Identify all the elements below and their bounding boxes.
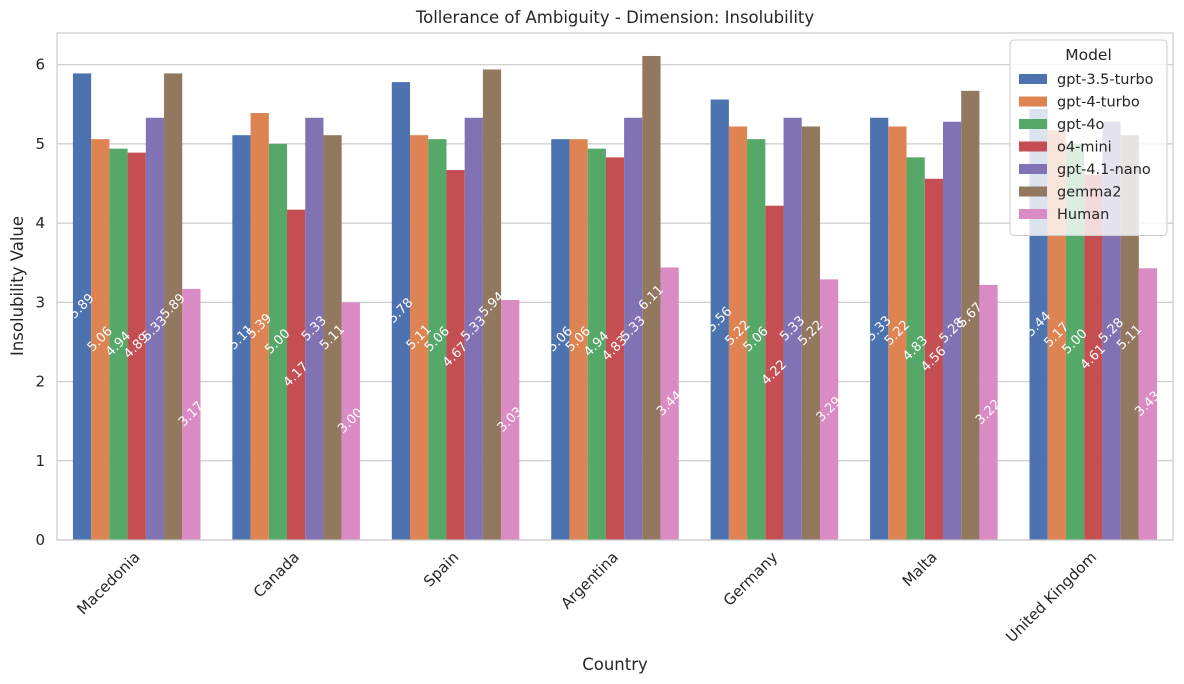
bar bbox=[870, 117, 889, 540]
y-axis-ticks: 0 1 2 3 4 5 6 bbox=[35, 56, 45, 549]
legend-label: gpt-3.5-turbo bbox=[1057, 72, 1154, 88]
legend-swatch bbox=[1019, 74, 1047, 84]
bar bbox=[979, 284, 998, 540]
x-tick-label: Macedonia bbox=[73, 548, 143, 618]
bar bbox=[268, 143, 288, 540]
legend: Model gpt-3.5-turbo gpt-4-turbo gpt-4o o4-m… bbox=[1009, 39, 1168, 236]
legend-swatch bbox=[1019, 119, 1047, 129]
bar bbox=[91, 139, 110, 540]
legend-swatch bbox=[1019, 164, 1047, 174]
bar bbox=[250, 113, 269, 540]
legend-label: Human bbox=[1057, 207, 1109, 223]
x-tick-label: Germany bbox=[720, 548, 782, 610]
plot-frame bbox=[56, 32, 1174, 541]
bar bbox=[428, 139, 447, 540]
bar bbox=[127, 152, 146, 540]
bar bbox=[819, 279, 839, 540]
x-tick-label: United Kingdom bbox=[1002, 548, 1100, 646]
y-axis-title: Insolubility Value bbox=[8, 216, 27, 356]
chart-title: Tollerance of Ambiguity - Dimension: Ins… bbox=[415, 8, 815, 27]
bar bbox=[482, 69, 502, 540]
bar bbox=[624, 117, 643, 540]
y-tick-label: 6 bbox=[35, 56, 45, 74]
bar bbox=[109, 148, 128, 540]
y-tick-label: 3 bbox=[35, 293, 45, 311]
bar bbox=[323, 135, 342, 540]
bar bbox=[72, 73, 92, 541]
bar bbox=[569, 139, 588, 540]
bar bbox=[501, 299, 520, 540]
bar bbox=[391, 82, 411, 541]
bar bbox=[961, 90, 980, 540]
legend-label: gemma2 bbox=[1057, 185, 1122, 201]
legend-label: gpt-4o bbox=[1057, 117, 1105, 133]
bar bbox=[747, 139, 766, 540]
x-axis-ticks: Macedonia Canada Spain Argentina Germany Malt… bbox=[73, 548, 1100, 646]
bar bbox=[464, 117, 483, 540]
bar bbox=[605, 157, 625, 540]
x-tick-label: Spain bbox=[420, 548, 462, 590]
bar bbox=[906, 157, 925, 540]
bar bbox=[660, 267, 679, 540]
y-tick-label: 5 bbox=[35, 135, 45, 153]
bar bbox=[305, 117, 324, 540]
bar bbox=[924, 178, 943, 540]
bar bbox=[341, 302, 360, 540]
legend-swatch bbox=[1019, 141, 1047, 152]
bar bbox=[410, 135, 429, 540]
legend-title: Model bbox=[1065, 46, 1112, 64]
x-tick-label: Canada bbox=[250, 548, 303, 601]
bar bbox=[1084, 174, 1103, 541]
bar bbox=[710, 99, 729, 540]
bar bbox=[446, 170, 465, 541]
bar bbox=[801, 126, 820, 540]
x-tick-label: Argentina bbox=[557, 548, 621, 612]
legend-swatch bbox=[1019, 186, 1047, 197]
legend-label: o4-mini bbox=[1057, 140, 1112, 156]
bar bbox=[783, 117, 802, 540]
bar bbox=[728, 126, 748, 540]
bar bbox=[642, 55, 661, 540]
bar bbox=[1138, 268, 1158, 540]
bar bbox=[164, 73, 183, 541]
x-tick-label: Malta bbox=[899, 548, 941, 590]
legend-label: gpt-4-turbo bbox=[1057, 95, 1140, 111]
legend-label: gpt-4.1-nano bbox=[1057, 162, 1151, 178]
legend-swatch bbox=[1019, 209, 1047, 219]
bar bbox=[1065, 143, 1085, 540]
bar bbox=[888, 126, 907, 540]
bars bbox=[72, 55, 1158, 541]
legend-box bbox=[1009, 39, 1168, 236]
x-axis-title: Country bbox=[582, 655, 648, 674]
y-tick-label: 0 bbox=[35, 531, 45, 549]
bar bbox=[145, 117, 165, 540]
bar bbox=[1120, 135, 1139, 540]
bar bbox=[232, 135, 251, 540]
bar bbox=[287, 209, 306, 540]
legend-items: gpt-3.5-turbo gpt-4-turbo gpt-4o o4-mini gpt… bbox=[1019, 72, 1154, 223]
bar bbox=[942, 121, 962, 540]
bar bbox=[182, 288, 201, 540]
y-tick-label: 2 bbox=[35, 373, 45, 391]
bar bbox=[587, 148, 606, 540]
legend-swatch bbox=[1019, 96, 1047, 107]
y-tick-label: 4 bbox=[35, 214, 45, 232]
bar bbox=[765, 205, 784, 540]
y-tick-label: 1 bbox=[35, 452, 45, 470]
bar bbox=[551, 139, 570, 540]
